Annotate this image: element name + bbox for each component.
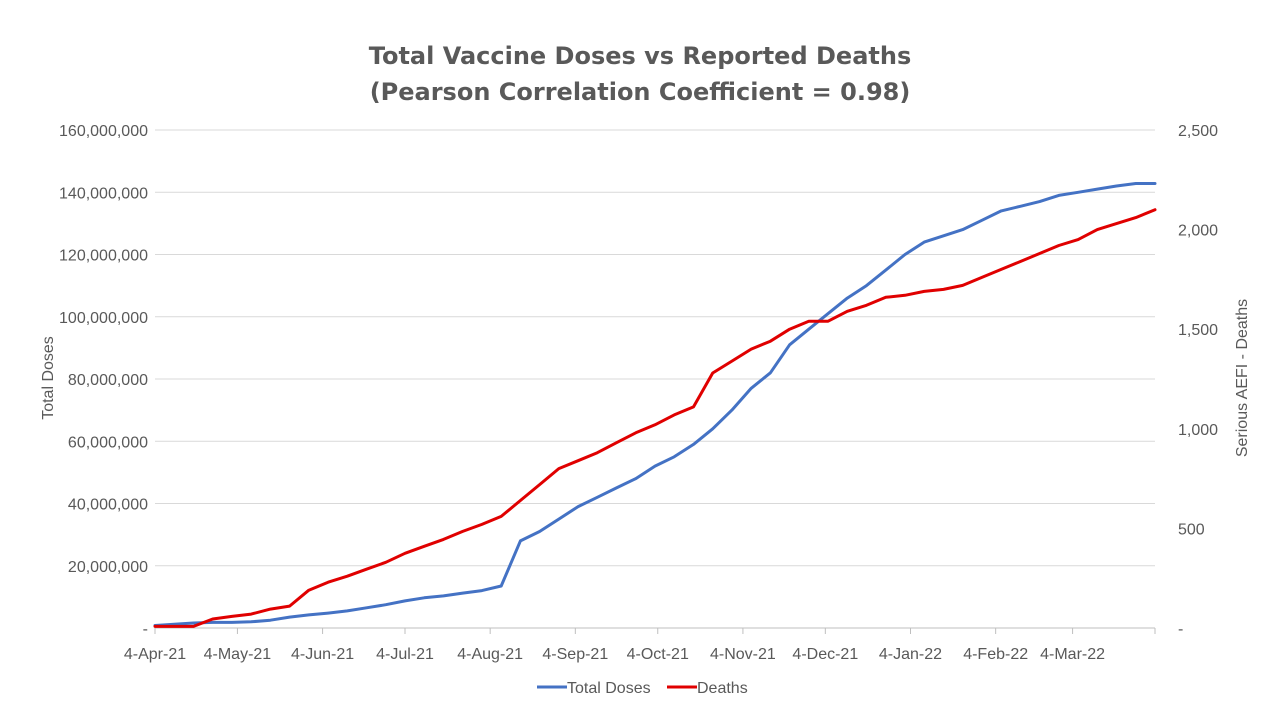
left-tick-label: 60,000,000	[68, 434, 148, 451]
right-tick-label: 1,500	[1178, 322, 1218, 339]
legend-label-deaths: Deaths	[697, 680, 748, 697]
left-tick-label: 160,000,000	[59, 123, 148, 140]
x-axis-ticks: 4-Apr-21 4-May-21 4-Jun-21 4-Jul-21 4-Aug-21…	[124, 627, 1156, 663]
x-tick-label: 4-Mar-22	[1040, 646, 1105, 663]
x-tick-label: 4-Feb-22	[963, 646, 1028, 663]
x-tick-label: 4-Nov-21	[710, 646, 776, 663]
series-lines	[153, 182, 1157, 628]
left-tick-label: 140,000,000	[59, 185, 148, 202]
left-tick-label: 80,000,000	[68, 372, 148, 389]
x-tick-label: 4-Jan-22	[879, 646, 942, 663]
right-axis-ticks: - 500 1,000 1,500 2,000 2,500	[1178, 123, 1218, 638]
right-tick-label: 1,000	[1178, 422, 1218, 439]
x-tick-label: 4-Jul-21	[376, 646, 434, 663]
gridlines	[155, 129, 1155, 629]
x-tick-label: 4-Jun-21	[291, 646, 354, 663]
left-tick-label: 120,000,000	[59, 248, 148, 265]
x-tick-label: 4-Oct-21	[627, 646, 689, 663]
left-axis-ticks: - 20,000,000 40,000,000 60,000,000 80,000,00…	[59, 123, 148, 638]
x-tick-label: 4-May-21	[204, 646, 272, 663]
left-tick-label: 20,000,000	[68, 559, 148, 576]
right-tick-label: 2,500	[1178, 123, 1218, 140]
y-axis-left-label: Total Doses	[40, 336, 57, 420]
x-tick-label: 4-Sep-21	[542, 646, 608, 663]
left-tick-label: 40,000,000	[68, 497, 148, 514]
chart-title: Total Vaccine Doses vs Reported Deaths	[368, 42, 912, 70]
right-tick-label: -	[1178, 621, 1183, 638]
x-tick-label: 4-Dec-21	[792, 646, 858, 663]
left-tick-label: -	[143, 621, 148, 638]
legend-label-total-doses: Total Doses	[567, 680, 651, 697]
y-axis-right-label: Serious AEFI - Deaths	[1234, 299, 1251, 457]
series-line-total-doses	[153, 182, 1157, 627]
chart-subtitle: (Pearson Correlation Coefficient = 0.98)	[369, 78, 911, 106]
x-tick-label: 4-Apr-21	[124, 646, 186, 663]
right-tick-label: 2,000	[1178, 223, 1218, 240]
series-line-deaths	[153, 208, 1157, 628]
left-tick-label: 100,000,000	[59, 310, 148, 327]
legend: Total Doses Deaths	[537, 680, 748, 697]
right-tick-label: 500	[1178, 521, 1205, 538]
x-tick-label: 4-Aug-21	[457, 646, 523, 663]
